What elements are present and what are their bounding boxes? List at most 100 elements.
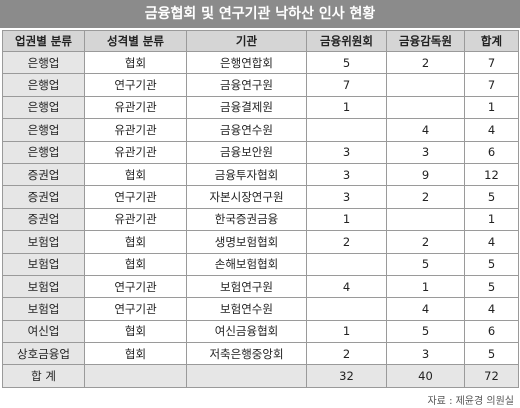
fss-cell bbox=[386, 73, 465, 97]
institution-cell: 금융연구원 bbox=[186, 73, 307, 97]
sector-cell: 보험업 bbox=[2, 252, 85, 276]
type-cell: 유관기관 bbox=[84, 140, 187, 164]
sector-cell: 은행업 bbox=[2, 118, 85, 142]
type-cell: 연구기관 bbox=[84, 185, 187, 209]
sum-cell: 6 bbox=[464, 140, 519, 164]
institution-cell: 금융보안원 bbox=[186, 140, 307, 164]
sum-cell: 4 bbox=[464, 118, 519, 142]
institution-cell: 여신금융협회 bbox=[186, 319, 307, 344]
sector-cell: 증권업 bbox=[2, 207, 85, 232]
fsc-cell: 1 bbox=[306, 319, 387, 344]
fss-cell: 9 bbox=[386, 162, 465, 187]
header-total: 합계 bbox=[464, 30, 519, 52]
sum-cell: 6 bbox=[464, 319, 519, 344]
type-cell: 유관기관 bbox=[84, 207, 187, 232]
fss-cell: 4 bbox=[386, 118, 465, 142]
institution-cell: 금융투자협회 bbox=[186, 162, 307, 187]
sector-cell: 증권업 bbox=[2, 162, 85, 187]
type-cell: 협회 bbox=[84, 50, 187, 75]
sum-cell: 1 bbox=[464, 95, 519, 120]
table-row: 은행업 유관기관 금융보안원 3 3 6 bbox=[2, 140, 519, 164]
type-cell: 유관기관 bbox=[84, 95, 187, 120]
sector-cell: 상호금융업 bbox=[2, 342, 85, 366]
sector-cell: 여신업 bbox=[2, 319, 85, 344]
sector-cell: 보험업 bbox=[2, 230, 85, 254]
table-body: 은행업 협회 은행연합회 5 2 7 은행업 연구기관 금융연구원 7 7 은행업 유관기관 금융결제원 1… bbox=[2, 50, 519, 388]
fss-cell: 3 bbox=[386, 140, 465, 164]
sum-cell: 12 bbox=[464, 162, 519, 187]
institution-cell: 금융결제원 bbox=[186, 95, 307, 120]
fsc-cell: 5 bbox=[306, 50, 387, 75]
appointments-table: 업권별 분류 성격별 분류 기관 금융위원회 금융감독원 합계 은행업 협회 은행연… bbox=[2, 30, 519, 388]
table-row: 은행업 유관기관 금융결제원 1 1 bbox=[2, 95, 519, 120]
institution-cell: 한국증권금융 bbox=[186, 207, 307, 232]
total-row: 합 계 32 40 72 bbox=[2, 364, 519, 388]
table-row: 은행업 연구기관 금융연구원 7 7 bbox=[2, 73, 519, 97]
sector-cell: 보험업 bbox=[2, 297, 85, 321]
fss-cell bbox=[386, 95, 465, 120]
table-row: 증권업 유관기관 한국증권금융 1 1 bbox=[2, 207, 519, 232]
table-row: 보험업 협회 손해보험협회 5 5 bbox=[2, 252, 519, 276]
type-cell: 협회 bbox=[84, 252, 187, 276]
sum-cell: 5 bbox=[464, 252, 519, 276]
fss-cell: 1 bbox=[386, 274, 465, 299]
fss-cell: 5 bbox=[386, 319, 465, 344]
fss-cell: 2 bbox=[386, 185, 465, 209]
fsc-cell: 3 bbox=[306, 162, 387, 187]
table-row: 은행업 협회 은행연합회 5 2 7 bbox=[2, 50, 519, 75]
fss-cell bbox=[386, 207, 465, 232]
institution-cell: 생명보험협회 bbox=[186, 230, 307, 254]
table-row: 보험업 연구기관 보험연구원 4 1 5 bbox=[2, 274, 519, 299]
table-row: 증권업 연구기관 자본시장연구원 3 2 5 bbox=[2, 185, 519, 209]
table-row: 은행업 유관기관 금융연수원 4 4 bbox=[2, 118, 519, 142]
sector-cell: 은행업 bbox=[2, 50, 85, 75]
fsc-cell: 2 bbox=[306, 230, 387, 254]
fss-cell: 4 bbox=[386, 297, 465, 321]
fss-cell: 5 bbox=[386, 252, 465, 276]
institution-cell: 저축은행중앙회 bbox=[186, 342, 307, 366]
source-note: 자료 : 제윤경 의원실 bbox=[427, 396, 514, 407]
fsc-cell: 3 bbox=[306, 140, 387, 164]
sum-cell: 1 bbox=[464, 207, 519, 232]
fsc-cell: 7 bbox=[306, 73, 387, 97]
table-row: 증권업 협회 금융투자협회 3 9 12 bbox=[2, 162, 519, 187]
sector-cell: 은행업 bbox=[2, 95, 85, 120]
type-cell: 연구기관 bbox=[84, 73, 187, 97]
fss-cell: 3 bbox=[386, 342, 465, 366]
institution-cell: 보험연구원 bbox=[186, 274, 307, 299]
type-cell: 연구기관 bbox=[84, 274, 187, 299]
table-row: 여신업 협회 여신금융협회 1 5 6 bbox=[2, 319, 519, 344]
total-blank bbox=[84, 364, 187, 388]
header-fsc: 금융위원회 bbox=[306, 30, 387, 52]
sum-cell: 7 bbox=[464, 50, 519, 75]
fsc-cell bbox=[306, 297, 387, 321]
header-sector: 업권별 분류 bbox=[2, 30, 85, 52]
sum-cell: 4 bbox=[464, 230, 519, 254]
header-row: 업권별 분류 성격별 분류 기관 금융위원회 금융감독원 합계 bbox=[2, 30, 519, 52]
total-fsc: 32 bbox=[306, 364, 387, 388]
fsc-cell bbox=[306, 118, 387, 142]
institution-cell: 손해보험협회 bbox=[186, 252, 307, 276]
fsc-cell: 1 bbox=[306, 95, 387, 120]
sum-cell: 5 bbox=[464, 342, 519, 366]
fsc-cell: 4 bbox=[306, 274, 387, 299]
sum-cell: 7 bbox=[464, 73, 519, 97]
table-row: 상호금융업 협회 저축은행중앙회 2 3 5 bbox=[2, 342, 519, 366]
header-fss: 금융감독원 bbox=[386, 30, 465, 52]
institution-cell: 은행연합회 bbox=[186, 50, 307, 75]
fss-cell: 2 bbox=[386, 230, 465, 254]
institution-cell: 금융연수원 bbox=[186, 118, 307, 142]
table-row: 보험업 연구기관 보험연수원 4 4 bbox=[2, 297, 519, 321]
fsc-cell: 2 bbox=[306, 342, 387, 366]
sum-cell: 4 bbox=[464, 297, 519, 321]
type-cell: 협회 bbox=[84, 230, 187, 254]
fsc-cell bbox=[306, 252, 387, 276]
table-title: 금융협회 및 연구기관 낙하산 인사 현황 bbox=[0, 0, 520, 28]
sector-cell: 보험업 bbox=[2, 274, 85, 299]
fsc-cell: 3 bbox=[306, 185, 387, 209]
sector-cell: 은행업 bbox=[2, 140, 85, 164]
total-fss: 40 bbox=[386, 364, 465, 388]
table-row: 보험업 협회 생명보험협회 2 2 4 bbox=[2, 230, 519, 254]
sector-cell: 은행업 bbox=[2, 73, 85, 97]
